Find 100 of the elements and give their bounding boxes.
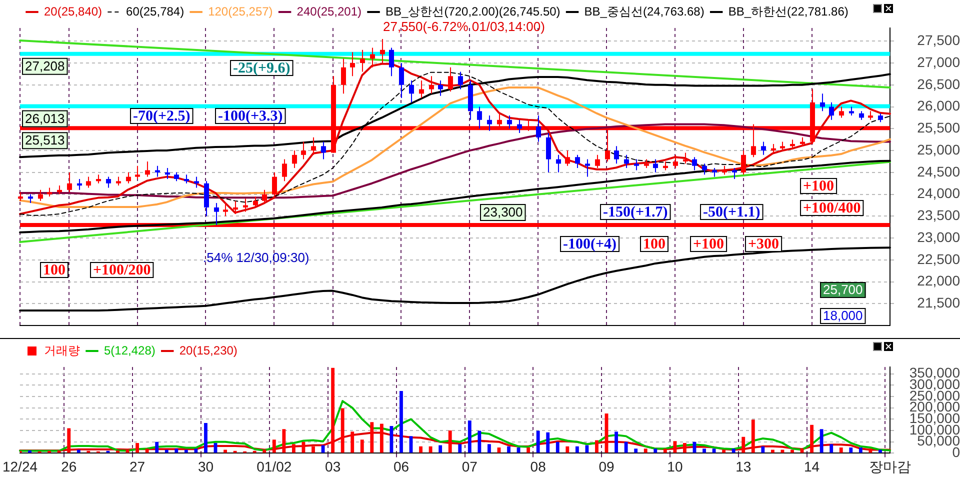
bar — [350, 432, 354, 453]
annotation: +100/200 — [93, 262, 151, 278]
candlestick — [292, 150, 297, 169]
candlestick — [380, 38, 385, 64]
legend-label: 120(25,257) — [208, 4, 273, 18]
candlestick — [253, 196, 258, 208]
y-tick-label: 22,000 — [917, 272, 960, 289]
annotation: +100/400 — [803, 200, 861, 216]
candlestick — [741, 150, 746, 176]
bar — [136, 442, 140, 453]
bar — [663, 448, 667, 453]
y-tick-label: 22,500 — [917, 250, 960, 267]
annotation: +100 — [803, 178, 834, 194]
annotation: .54% 12/30,09:30) — [203, 250, 310, 266]
ref-line-label: 27,208 — [25, 58, 65, 74]
bar — [380, 424, 384, 453]
annotation: -50(+1.1) — [703, 204, 760, 220]
y-tick-label: 21,500 — [917, 294, 960, 311]
bar — [360, 440, 364, 453]
bar — [536, 430, 540, 453]
candlestick — [341, 58, 346, 94]
bar — [839, 448, 843, 453]
x-tick-label: 12/24 — [2, 458, 38, 474]
bar — [595, 440, 598, 453]
bar — [556, 442, 560, 453]
bar — [683, 442, 686, 453]
y-tick-label: 23,000 — [917, 228, 960, 245]
bar — [820, 429, 824, 453]
annotation: 100 — [643, 236, 666, 252]
legend-label: 20(25,840) — [44, 4, 102, 18]
candlestick — [86, 176, 91, 188]
x-tick-label: 10 — [667, 458, 683, 474]
bar — [28, 450, 32, 453]
legend-label: BB_상한선(720,2.00)(26,745.50) — [386, 4, 560, 18]
bar — [312, 446, 315, 453]
bar — [614, 432, 618, 453]
bar — [478, 430, 482, 453]
annotation: -150(+1.7) — [603, 204, 668, 220]
candlestick — [673, 154, 678, 169]
candlestick — [614, 146, 619, 164]
candlestick — [106, 176, 111, 188]
candlestick — [565, 150, 570, 166]
bar — [712, 448, 716, 453]
bar — [400, 391, 403, 453]
candlestick — [389, 47, 394, 77]
x-tick-label: 03 — [325, 458, 341, 474]
candlestick — [595, 154, 600, 169]
bar — [331, 368, 335, 453]
x-tick-label: 08 — [530, 458, 546, 474]
y-tick-label: 0 — [952, 444, 960, 460]
candlestick — [634, 158, 639, 171]
candlestick — [272, 172, 277, 197]
candlestick — [135, 165, 140, 180]
annotation: +100 — [693, 236, 724, 252]
candlestick — [839, 106, 844, 118]
bar — [644, 448, 648, 453]
x-tick-label: 30 — [198, 458, 214, 474]
bar — [742, 436, 746, 453]
bar — [174, 448, 178, 453]
bar — [282, 429, 286, 453]
legend-label: BB_하한선(22,781.86) — [728, 4, 848, 18]
bar — [488, 444, 491, 453]
bar — [458, 444, 462, 453]
candlestick — [556, 154, 561, 173]
ref-line-label: 23,300 — [483, 204, 523, 220]
candlestick — [419, 80, 424, 99]
bar — [810, 424, 814, 453]
candlestick — [732, 168, 737, 180]
candlestick — [145, 160, 150, 178]
candlestick — [487, 115, 492, 132]
candlestick — [282, 158, 287, 182]
bar — [204, 423, 208, 453]
annotation: 25,700 — [823, 282, 863, 298]
candlestick — [311, 136, 316, 156]
annotation: -100(+4) — [563, 236, 617, 252]
x-tick-label: 06 — [393, 458, 410, 474]
annotation: -25(+9.6) — [233, 60, 290, 76]
legend-label: 240(25,201) — [296, 4, 362, 18]
x-tick-label: 26 — [61, 458, 77, 474]
bar — [370, 422, 374, 453]
bar — [858, 448, 862, 453]
bar — [673, 441, 677, 453]
candlestick — [829, 102, 834, 120]
y-tick-label: 24,500 — [917, 163, 960, 180]
bar — [566, 446, 570, 453]
bar — [448, 430, 452, 453]
candlestick — [67, 172, 72, 193]
bar — [507, 446, 510, 453]
bar — [732, 448, 736, 453]
bar — [654, 448, 658, 453]
y-tick-label: 25,000 — [917, 141, 960, 158]
y-tick-label: 27,000 — [917, 54, 960, 70]
candlestick — [38, 189, 43, 202]
bar — [155, 442, 159, 453]
bar — [849, 448, 853, 453]
bar — [634, 448, 638, 453]
x-tick-label: 27 — [130, 458, 146, 474]
bar — [468, 420, 472, 453]
candlestick — [370, 47, 375, 68]
candlestick — [585, 158, 590, 178]
